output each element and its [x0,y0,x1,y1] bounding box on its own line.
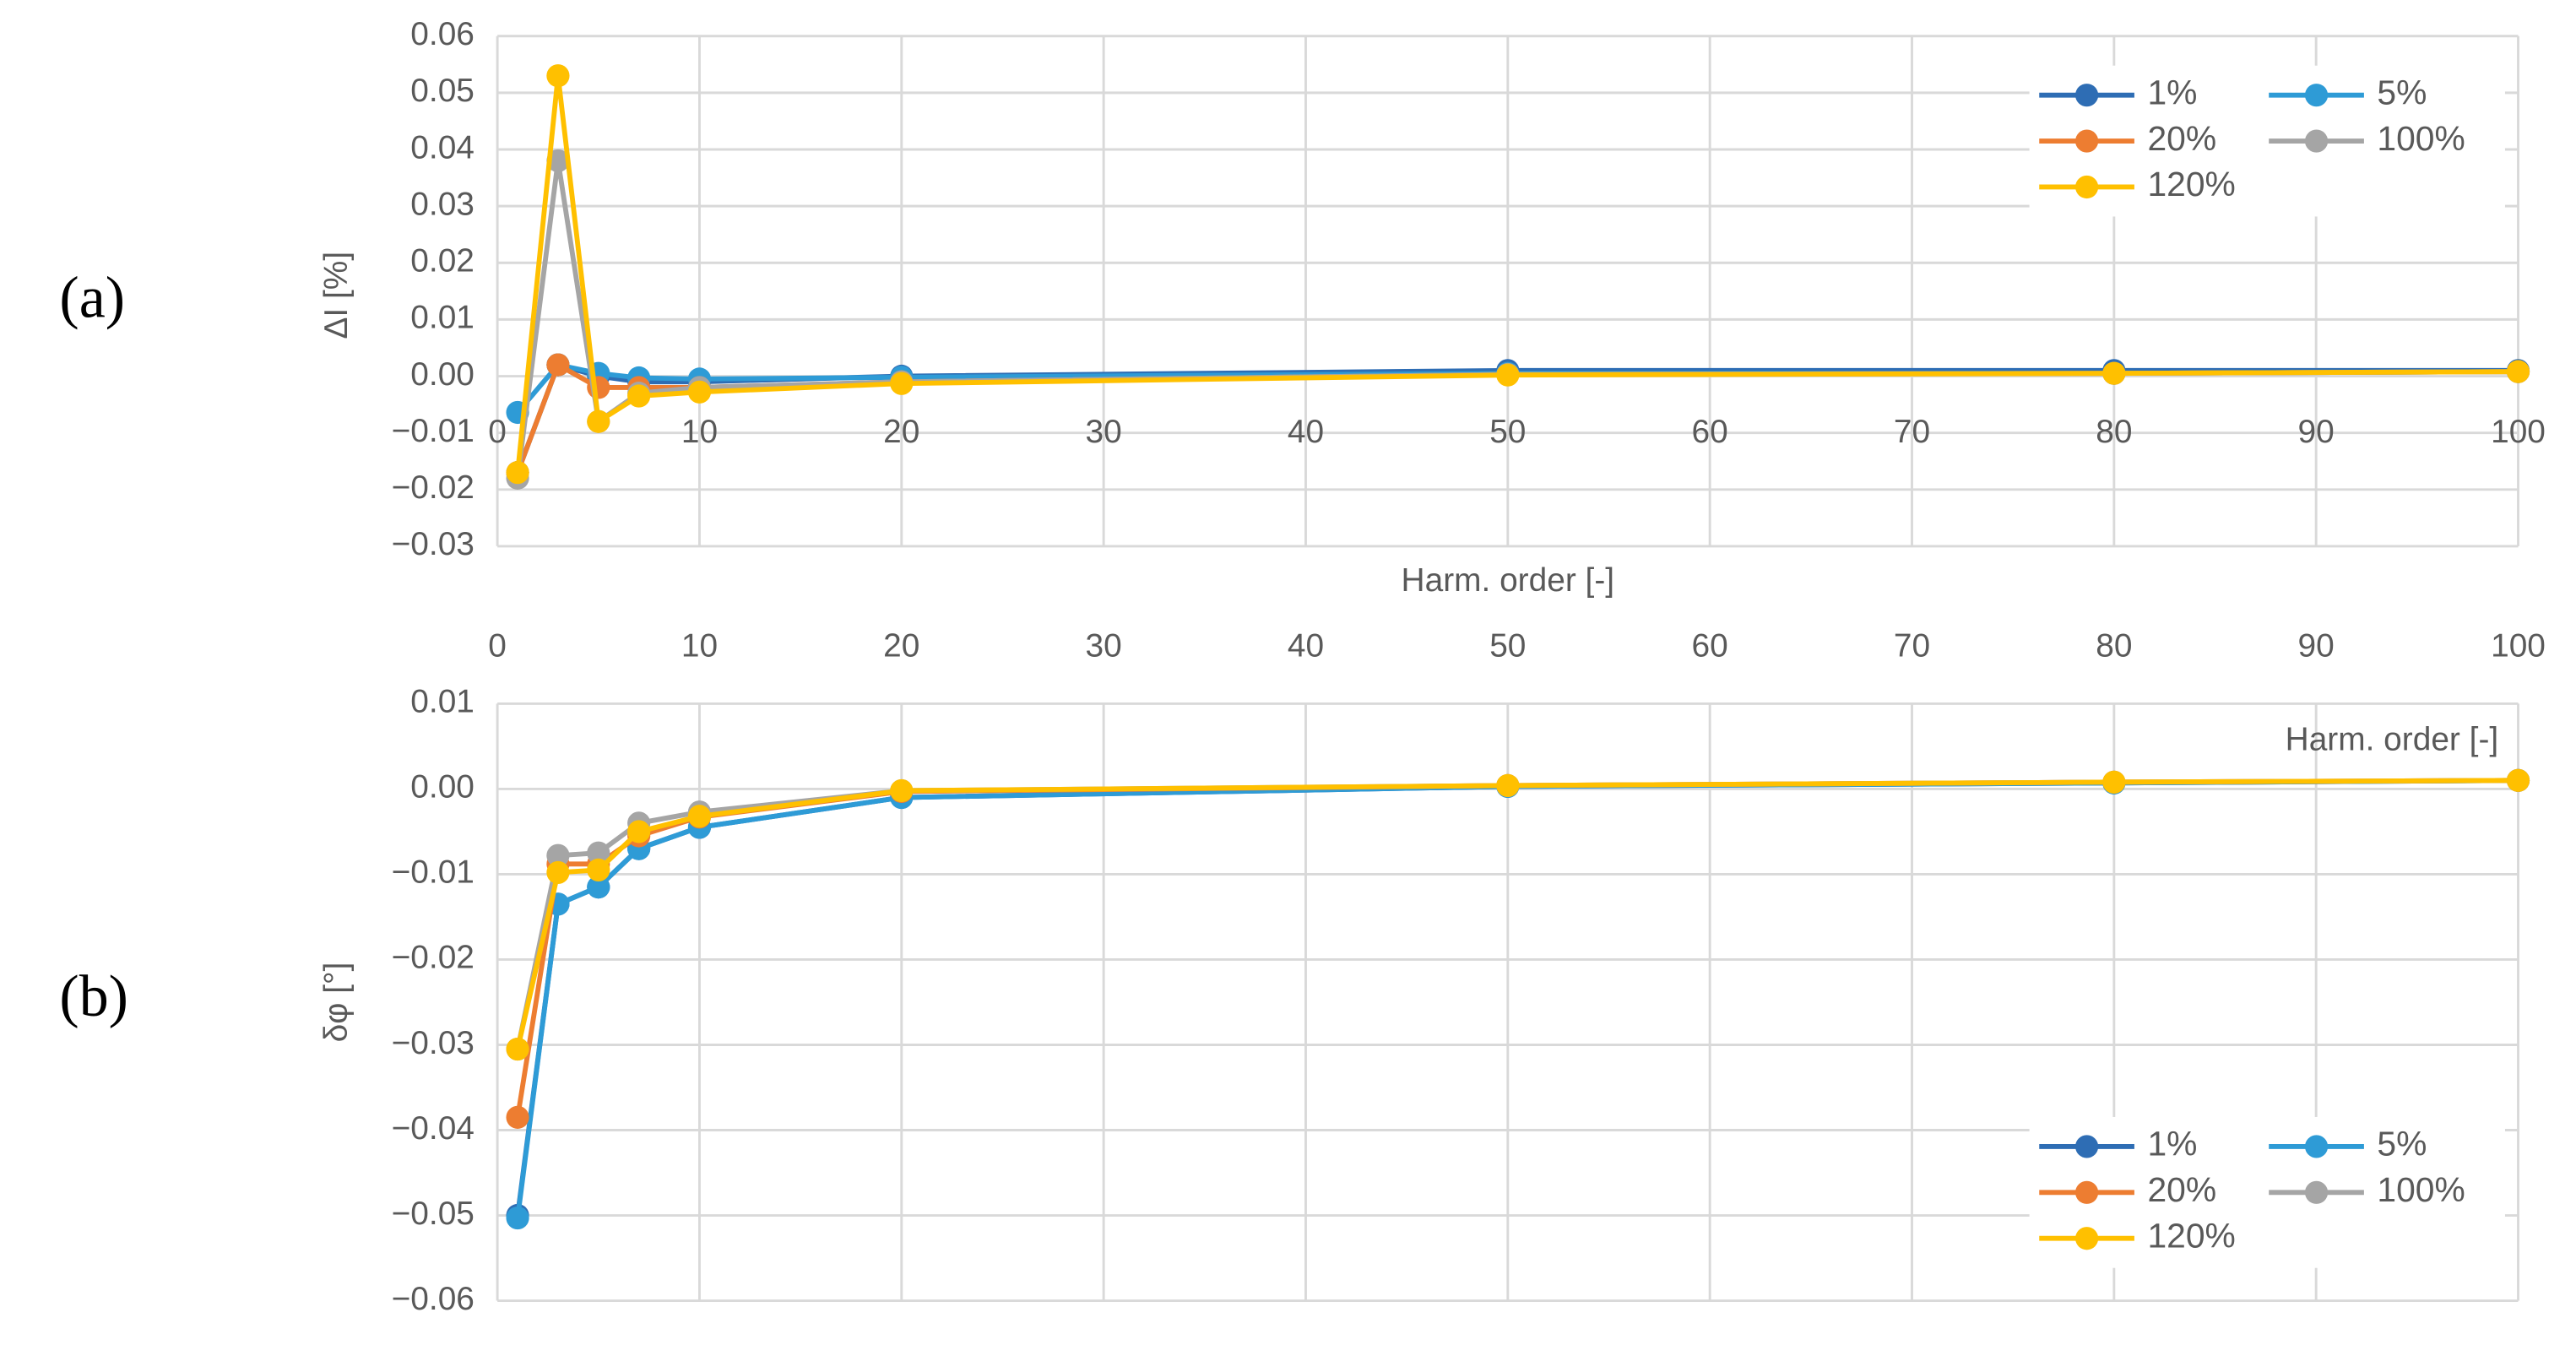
x-tick-label: 50 [1489,414,1526,450]
y-tick-label: 0.05 [410,73,475,109]
y-tick-label: 0.01 [410,300,475,336]
y-tick-label: 0.02 [410,243,475,279]
data-point [1496,773,1520,797]
legend-marker [2304,1135,2329,1158]
y-tick-label: −0.02 [392,469,475,506]
legend-marker [2074,84,2099,107]
data-point [2102,770,2126,794]
data-point [546,843,570,867]
x-tick-label: 30 [1086,414,1122,450]
data-point [506,1206,529,1230]
y-tick-label: −0.02 [392,940,475,976]
legend-marker [2304,129,2329,153]
data-point [506,461,529,485]
data-point [546,860,570,885]
y-tick-label: 0.06 [410,16,475,52]
x-tick-label: 10 [681,414,718,450]
legend-label: 100% [2377,1170,2465,1209]
legend-marker [2074,1227,2099,1250]
legend-label: 5% [2377,73,2427,111]
chart-panel: (a) ΔI [%] −0.03 −0.02 −0.01 0.00 0.01 0.02 0.03… [59,16,2545,599]
x-tick-label: 90 [2298,414,2335,450]
y-tick-label: −0.06 [392,1281,475,1317]
x-tick-label: 60 [1692,414,1728,450]
x-tick-label: 20 [883,414,919,450]
legend-label: 5% [2377,1125,2427,1163]
y-tick-label: −0.01 [392,413,475,449]
x-axis-title: Harm. order [-] [2286,721,2499,757]
data-point [2506,768,2530,792]
data-point [587,409,610,433]
legend-label: 1% [2147,1125,2197,1163]
data-point [687,805,712,828]
data-point [2506,360,2530,383]
x-tick-label: 30 [1086,628,1122,664]
chart-panel: (b) δφ [°] −0.06 −0.05 −0.04 −0.03 −0.02 −0.01 0… [59,628,2545,1317]
y-tick-label: 0.01 [410,684,475,720]
series-line [515,778,2519,1050]
series-line [515,778,2519,1050]
y-tick-label: −0.05 [392,1196,475,1232]
y-axis-title: δφ [°] [318,963,355,1043]
data-point [627,384,651,408]
y-axis-title: ΔI [%] [318,252,355,339]
data-point [506,1105,529,1129]
data-point [587,858,610,881]
x-tick-label: 40 [1288,628,1324,664]
y-tick-label: 0.00 [410,769,475,805]
data-point [890,372,914,395]
legend-label: 20% [2147,119,2216,158]
legend-marker [2074,1135,2099,1158]
legend-label: 120% [2147,1217,2235,1256]
data-point [546,353,570,377]
legend-label: 20% [2147,1170,2216,1209]
legend-marker [2074,1180,2099,1204]
legend: 1% 5% 20% 100% 120% [2029,1116,2505,1268]
y-tick-label: 0.04 [410,129,475,165]
x-tick-label: 50 [1489,628,1526,664]
x-tick-label: 0 [488,628,507,664]
data-point [506,1037,529,1061]
x-tick-label: 20 [883,628,919,664]
series-line [515,778,2519,1118]
x-tick-label: 60 [1692,628,1728,664]
y-tick-label: −0.03 [392,526,475,562]
data-point [627,820,651,843]
legend-marker [2304,84,2329,107]
data-point [687,380,712,404]
x-tick-label: 40 [1288,414,1324,450]
x-tick-label: 70 [1894,414,1930,450]
panel-label: (a) [59,265,125,330]
data-point [587,841,610,865]
x-tick-label: 0 [488,414,507,450]
x-axis-title: Harm. order [-] [1402,562,1615,599]
y-tick-label: −0.04 [392,1110,475,1147]
data-point [890,778,914,803]
legend-marker [2304,1180,2329,1204]
legend-marker [2074,129,2099,153]
y-tick-label: −0.03 [392,1025,475,1061]
x-tick-label: 10 [681,628,718,664]
legend: 1% 5% 20% 100% 120% [2029,65,2505,217]
data-point [2102,361,2126,385]
data-point [546,64,570,88]
data-point [587,876,610,899]
y-tick-label: −0.01 [392,854,475,891]
legend-label: 100% [2377,119,2465,158]
x-tick-label: 100 [2491,628,2546,664]
x-tick-label: 100 [2491,414,2546,450]
x-tick-label: 80 [2096,628,2132,664]
panel-label: (b) [59,964,128,1029]
x-tick-label: 80 [2096,414,2132,450]
x-tick-label: 90 [2298,628,2335,664]
data-point [1496,363,1520,387]
x-tick-label: 70 [1894,628,1930,664]
legend-marker [2074,175,2099,199]
y-tick-label: 0.00 [410,356,475,393]
y-tick-label: 0.03 [410,186,475,222]
legend-label: 1% [2147,73,2197,111]
legend-label: 120% [2147,165,2235,203]
